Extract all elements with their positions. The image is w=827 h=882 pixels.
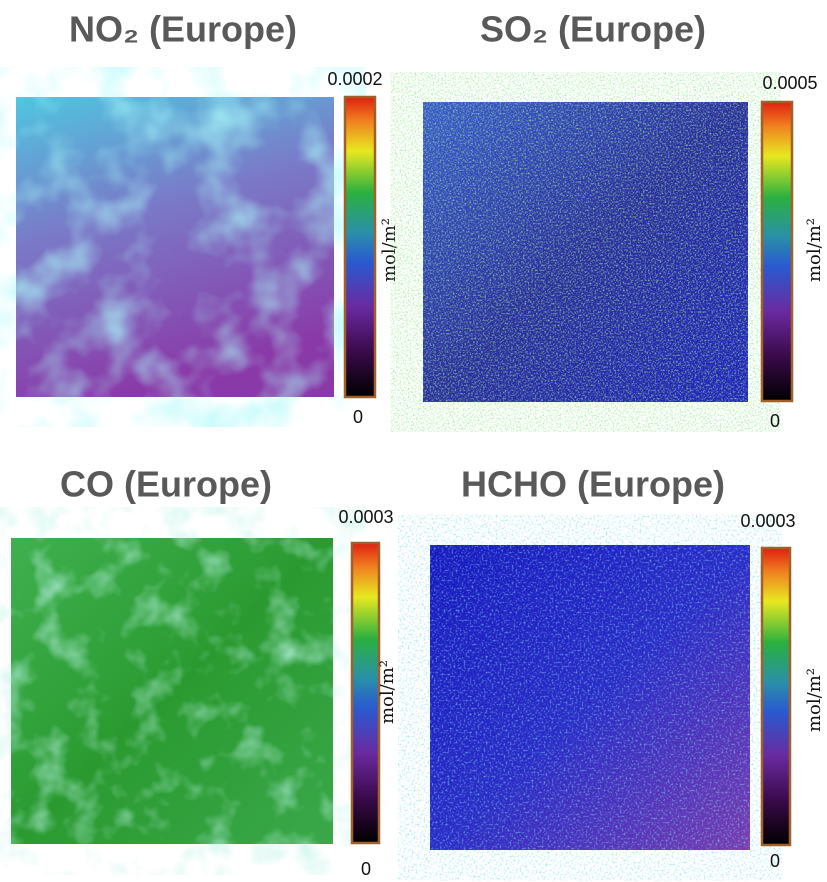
- colorbar-max: 0.0005: [762, 73, 817, 93]
- colorbar: [760, 546, 792, 847]
- map-texture: [11, 538, 333, 844]
- colorbar-max: 0.0003: [740, 511, 795, 531]
- map-texture: [430, 545, 750, 850]
- map-texture: [16, 97, 334, 397]
- unit-label: mol/m²: [804, 668, 825, 732]
- colorbar-min: 0: [361, 859, 371, 879]
- map-texture: [423, 102, 748, 402]
- colorbar-min: 0: [770, 411, 780, 431]
- unit-label: mol/m²: [377, 660, 398, 724]
- colorbar-max: 0.0002: [327, 69, 382, 89]
- unit-label: mol/m²: [804, 218, 825, 282]
- colorbar-max: 0.0003: [338, 507, 393, 527]
- colorbar-min: 0: [770, 851, 780, 871]
- unit-label: mol/m²: [379, 218, 400, 282]
- colorbar-min: 0: [353, 407, 363, 427]
- colorbar: [343, 95, 377, 399]
- panel-title: NO₂ (Europe): [69, 9, 297, 50]
- panel-title: HCHO (Europe): [461, 464, 725, 505]
- panel-title: CO (Europe): [60, 464, 272, 505]
- colorbar: [760, 100, 794, 403]
- panel-title: SO₂ (Europe): [480, 9, 706, 50]
- colorbar: [350, 541, 381, 845]
